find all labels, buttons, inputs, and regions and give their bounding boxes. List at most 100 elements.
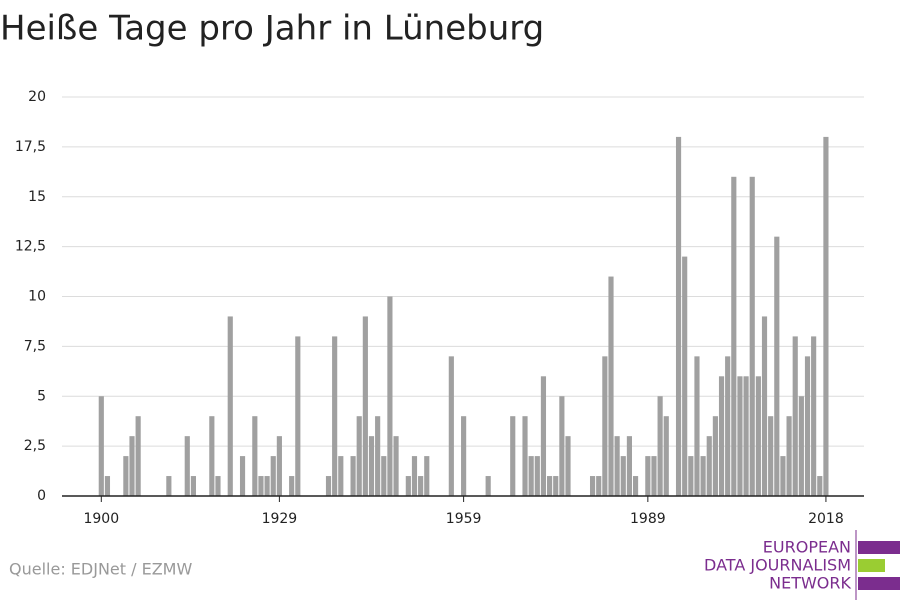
bar xyxy=(215,476,221,496)
bar xyxy=(755,376,761,496)
y-tick-label: 5 xyxy=(37,388,46,404)
logo-bar xyxy=(858,559,885,572)
bar xyxy=(743,376,749,496)
bar xyxy=(270,456,276,496)
bar xyxy=(411,456,418,496)
x-tick-label: 2018 xyxy=(808,511,844,527)
bar xyxy=(645,456,651,496)
bar xyxy=(700,456,706,496)
bar xyxy=(104,476,111,496)
x-tick-label: 1959 xyxy=(446,511,482,527)
bar xyxy=(166,476,172,496)
bar xyxy=(737,376,743,496)
bar xyxy=(596,476,602,496)
bar xyxy=(811,336,817,496)
bar xyxy=(786,416,792,496)
bar xyxy=(614,436,620,496)
bar xyxy=(602,356,608,496)
logo-text: NETWORK xyxy=(769,574,851,593)
bar xyxy=(522,416,528,496)
bar xyxy=(798,396,804,496)
bar xyxy=(547,476,553,496)
y-tick-label: 7,5 xyxy=(24,338,46,354)
bar xyxy=(682,256,688,496)
y-tick-label: 20 xyxy=(28,89,46,105)
bar xyxy=(264,476,270,496)
logo-text: DATA JOURNALISM xyxy=(704,556,851,575)
bar xyxy=(657,396,663,496)
bar xyxy=(123,456,129,496)
bar xyxy=(209,416,215,496)
bar xyxy=(295,336,301,496)
logo-bar xyxy=(858,541,900,554)
bar xyxy=(387,296,393,496)
bar xyxy=(632,476,639,496)
bar xyxy=(706,436,712,496)
bar xyxy=(718,376,725,496)
bar xyxy=(712,416,718,496)
bar xyxy=(258,476,264,496)
bar xyxy=(418,476,424,496)
bar xyxy=(528,456,534,496)
y-tick-label: 15 xyxy=(28,189,46,205)
bar xyxy=(332,336,338,496)
bar xyxy=(350,456,356,496)
bar xyxy=(774,236,780,496)
chart-title: Heiße Tage pro Jahr in Lüneburg xyxy=(0,9,544,49)
y-tick-label: 10 xyxy=(28,289,46,305)
bar xyxy=(540,376,547,496)
x-tick-label: 1900 xyxy=(83,511,119,527)
bar xyxy=(559,396,565,496)
x-tick-label: 1989 xyxy=(630,511,666,527)
bar xyxy=(393,436,399,496)
bar xyxy=(362,316,368,496)
y-tick-label: 17,5 xyxy=(15,139,46,155)
bar xyxy=(338,456,344,496)
bar xyxy=(817,476,823,496)
bar xyxy=(325,476,332,496)
bar xyxy=(405,476,411,496)
bar xyxy=(135,416,141,496)
bar xyxy=(368,436,375,496)
bar xyxy=(381,456,387,496)
bar xyxy=(510,416,516,496)
source: Quelle: EDJNet / EZMW xyxy=(9,560,192,579)
logo-text: EUROPEAN xyxy=(763,538,851,557)
bar xyxy=(589,476,596,496)
bar xyxy=(780,456,786,496)
bar xyxy=(184,436,190,496)
y-tick-label: 0 xyxy=(37,488,46,504)
bar xyxy=(694,356,700,496)
bar xyxy=(375,416,381,496)
bar xyxy=(289,476,295,496)
bar xyxy=(731,176,737,497)
bar xyxy=(448,356,454,496)
bar xyxy=(663,416,669,496)
bar xyxy=(768,416,774,496)
bar xyxy=(688,456,694,496)
bar xyxy=(823,136,829,496)
bar xyxy=(725,356,731,496)
bar xyxy=(534,456,540,496)
bar xyxy=(675,136,682,496)
bar xyxy=(227,316,233,496)
bar xyxy=(190,476,196,496)
bar xyxy=(424,456,430,496)
y-tick-label: 12,5 xyxy=(15,239,46,255)
x-tick-label: 1929 xyxy=(262,511,298,527)
bar xyxy=(749,176,755,497)
bar xyxy=(129,436,135,496)
bar xyxy=(651,456,657,496)
bar xyxy=(485,476,491,496)
bar xyxy=(461,416,467,496)
bar xyxy=(620,456,626,496)
bar xyxy=(98,396,104,496)
y-tick-label: 2,5 xyxy=(24,438,46,454)
bar xyxy=(276,436,282,496)
bar xyxy=(239,456,246,496)
bar xyxy=(761,316,768,496)
bar xyxy=(608,276,614,496)
bar xyxy=(553,476,559,496)
bar xyxy=(252,416,258,496)
